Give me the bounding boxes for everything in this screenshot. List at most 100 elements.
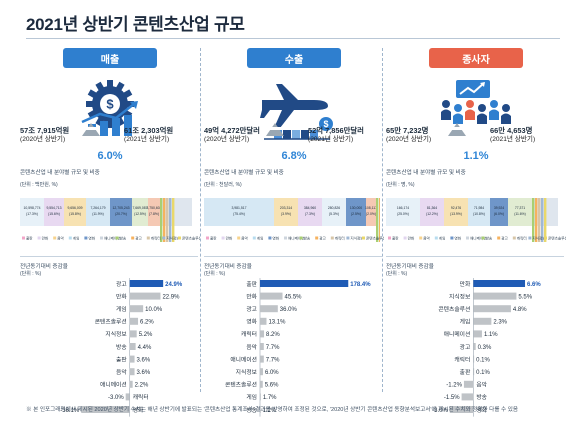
section-rule bbox=[20, 256, 198, 257]
change-bar-chart-svg: 광고 24.9% 만화 22.9% 게임 10.0% 콘텐츠솔루션 6.2% 지식정보 5.2% 방… bbox=[60, 278, 183, 417]
legend-swatch bbox=[37, 236, 41, 240]
value-label: -1.5% bbox=[444, 395, 460, 401]
metric-pill: 매출 bbox=[63, 48, 157, 68]
share-segment bbox=[532, 182, 535, 242]
share-segment bbox=[86, 198, 110, 226]
legend-label: 만화 bbox=[42, 236, 49, 241]
share-legend: 출판 만화 음악 게임 영화 애니메이션 방송 광고 캐릭터 지식정보 콘텐츠솔루션 bbox=[22, 232, 202, 242]
share-segment bbox=[298, 198, 322, 226]
legend-swatch bbox=[53, 236, 57, 240]
category-label: 애니메이션 bbox=[100, 381, 127, 389]
legend-swatch bbox=[330, 236, 334, 240]
legend-label: 게임 bbox=[73, 236, 80, 241]
legend-label: 애니메이션 bbox=[470, 236, 487, 241]
value-label: 0.1% bbox=[476, 370, 490, 376]
legend-label: 캐릭터 bbox=[151, 236, 161, 241]
bar-만화 bbox=[129, 292, 161, 300]
share-segment bbox=[538, 186, 541, 242]
share-segment bbox=[274, 198, 298, 226]
hero-illustration bbox=[426, 74, 526, 144]
value-2020: 57조 7,915억원 (2020년 상반기) bbox=[20, 126, 100, 144]
legend-label: 애니메이션 bbox=[104, 236, 121, 241]
bar-캐릭터 bbox=[473, 355, 475, 363]
category-label: 애니메이션 bbox=[230, 355, 257, 363]
title-rule bbox=[26, 38, 560, 39]
category-label: 콘텐츠솔루션 bbox=[225, 381, 257, 389]
legend-label: 음악 bbox=[423, 236, 430, 241]
share-segment bbox=[44, 198, 64, 226]
bar-지식정보 bbox=[473, 292, 517, 300]
value-label: 4.8% bbox=[513, 307, 527, 313]
category-label: 음악 bbox=[116, 368, 127, 376]
share-label: 7,669,087 bbox=[132, 206, 147, 210]
bar-만화 bbox=[260, 292, 283, 300]
share-segment bbox=[386, 198, 420, 226]
footnote: ※ 본 인포그래픽에서 제시된 2020년 상반기 수치는 해년 상반기에 발표… bbox=[26, 407, 519, 413]
legend-swatch bbox=[206, 236, 209, 240]
legend-swatch bbox=[299, 236, 303, 240]
bar-영화 bbox=[260, 317, 267, 325]
category-label: 만화 bbox=[246, 292, 257, 300]
share-label: (15.6%) bbox=[48, 212, 60, 216]
share-segment bbox=[132, 198, 148, 226]
bar-광고 bbox=[129, 280, 164, 287]
legend-swatch bbox=[131, 236, 135, 240]
share-label: 9,656,009 bbox=[67, 206, 82, 210]
growth-rate: 1.1% bbox=[463, 150, 489, 162]
share-segment bbox=[110, 198, 132, 226]
value-label: 4.4% bbox=[138, 345, 152, 351]
legend-swatch bbox=[419, 236, 423, 240]
category-label: 게임 bbox=[116, 305, 127, 313]
panel-exports: 수출 $49억 4,272만달러 (2020년 상반기) 52억 7,856만달러 (2… bbox=[204, 44, 391, 424]
legend-label: 영화 bbox=[272, 236, 279, 241]
share-segment bbox=[376, 182, 379, 242]
legend-label: 영화 bbox=[454, 236, 461, 241]
value-label: 7.7% bbox=[266, 357, 280, 363]
bar-광고 bbox=[473, 343, 476, 350]
column-divider bbox=[200, 48, 201, 392]
section-rule bbox=[386, 256, 564, 257]
legend-swatch bbox=[146, 236, 150, 240]
share-label: 77,371 bbox=[515, 206, 525, 210]
value-label: 6.6% bbox=[527, 282, 541, 288]
bar-캐릭터 bbox=[125, 393, 130, 401]
legend-swatch bbox=[497, 236, 501, 240]
share-label: 130,000 bbox=[350, 206, 362, 210]
legend-label: 만화 bbox=[226, 236, 233, 241]
change-chart-title: 전년동기대비 증감율 bbox=[20, 264, 68, 270]
legend-swatch bbox=[512, 236, 516, 240]
legend-label: 애니메이션 bbox=[288, 236, 305, 241]
change-bar-chart: 광고 24.9% 만화 22.9% 게임 10.0% 콘텐츠솔루션 6.2% 지식정보 5.2% 방… bbox=[20, 276, 200, 426]
share-label: 12,705,243 bbox=[113, 206, 130, 210]
share-label: 4,750,602 bbox=[146, 206, 161, 210]
share-label: 280,826 bbox=[328, 206, 340, 210]
value-2021-amount: 52억 7,856만달러 bbox=[308, 126, 364, 135]
change-chart-title: 전년동기대비 증감율 bbox=[204, 264, 252, 270]
value-label: 10.0% bbox=[145, 307, 163, 313]
value-2021: 66만 4,653명 (2021년 상반기) bbox=[490, 126, 570, 144]
share-label: (20.7%) bbox=[115, 212, 127, 216]
legend-label: 광고 bbox=[501, 236, 508, 241]
category-label: 캐릭터 bbox=[241, 330, 257, 338]
growth-rate: 6.8% bbox=[281, 150, 307, 162]
hero-illustration: $ bbox=[244, 74, 344, 144]
value-label: -1.2% bbox=[446, 383, 462, 389]
legend-label: 방송 bbox=[486, 236, 493, 241]
value-label: 1.1% bbox=[484, 332, 498, 338]
category-label: 만화 bbox=[460, 280, 471, 288]
share-label: (25.0%) bbox=[397, 212, 409, 216]
share-segment bbox=[535, 184, 538, 242]
value-label: 1.2% bbox=[263, 408, 277, 414]
growth-rate: 6.0% bbox=[97, 150, 123, 162]
bar-출판 bbox=[129, 355, 135, 363]
category-label: 지식정보 bbox=[105, 330, 127, 338]
legend-swatch bbox=[315, 236, 319, 240]
share-label: (3.9%) bbox=[281, 212, 291, 216]
value-2020-amount: 49억 4,272만달러 bbox=[204, 126, 260, 135]
share-legend-svg: 출판 만화 음악 게임 영화 애니메이션 방송 광고 캐릭터 지식정보 콘텐츠솔루션 bbox=[22, 236, 202, 241]
share-segment bbox=[160, 182, 163, 242]
legend-swatch bbox=[268, 236, 272, 240]
category-label: 콘텐츠솔루션 bbox=[95, 318, 127, 326]
value-label: 5.5% bbox=[518, 294, 532, 300]
